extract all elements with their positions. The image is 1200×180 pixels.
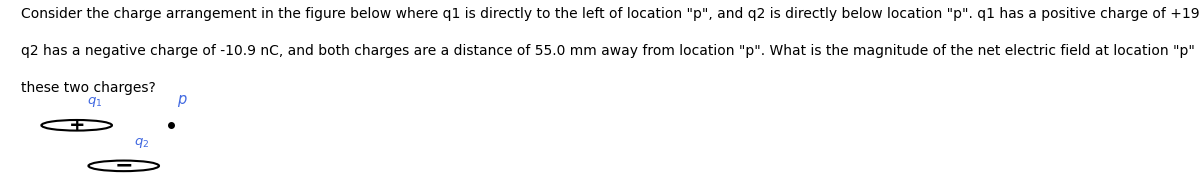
Text: $q_1$: $q_1$: [88, 95, 103, 109]
Text: $q_2$: $q_2$: [134, 136, 150, 150]
Text: Consider the charge arrangement in the figure below where q1 is directly to the : Consider the charge arrangement in the f…: [22, 7, 1200, 21]
Text: $p$: $p$: [176, 93, 187, 109]
Text: +: +: [68, 116, 85, 135]
Text: these two charges?: these two charges?: [22, 81, 156, 95]
Text: −: −: [114, 156, 133, 176]
Text: q2 has a negative charge of -10.9 nC, and both charges are a distance of 55.0 mm: q2 has a negative charge of -10.9 nC, an…: [22, 44, 1200, 58]
